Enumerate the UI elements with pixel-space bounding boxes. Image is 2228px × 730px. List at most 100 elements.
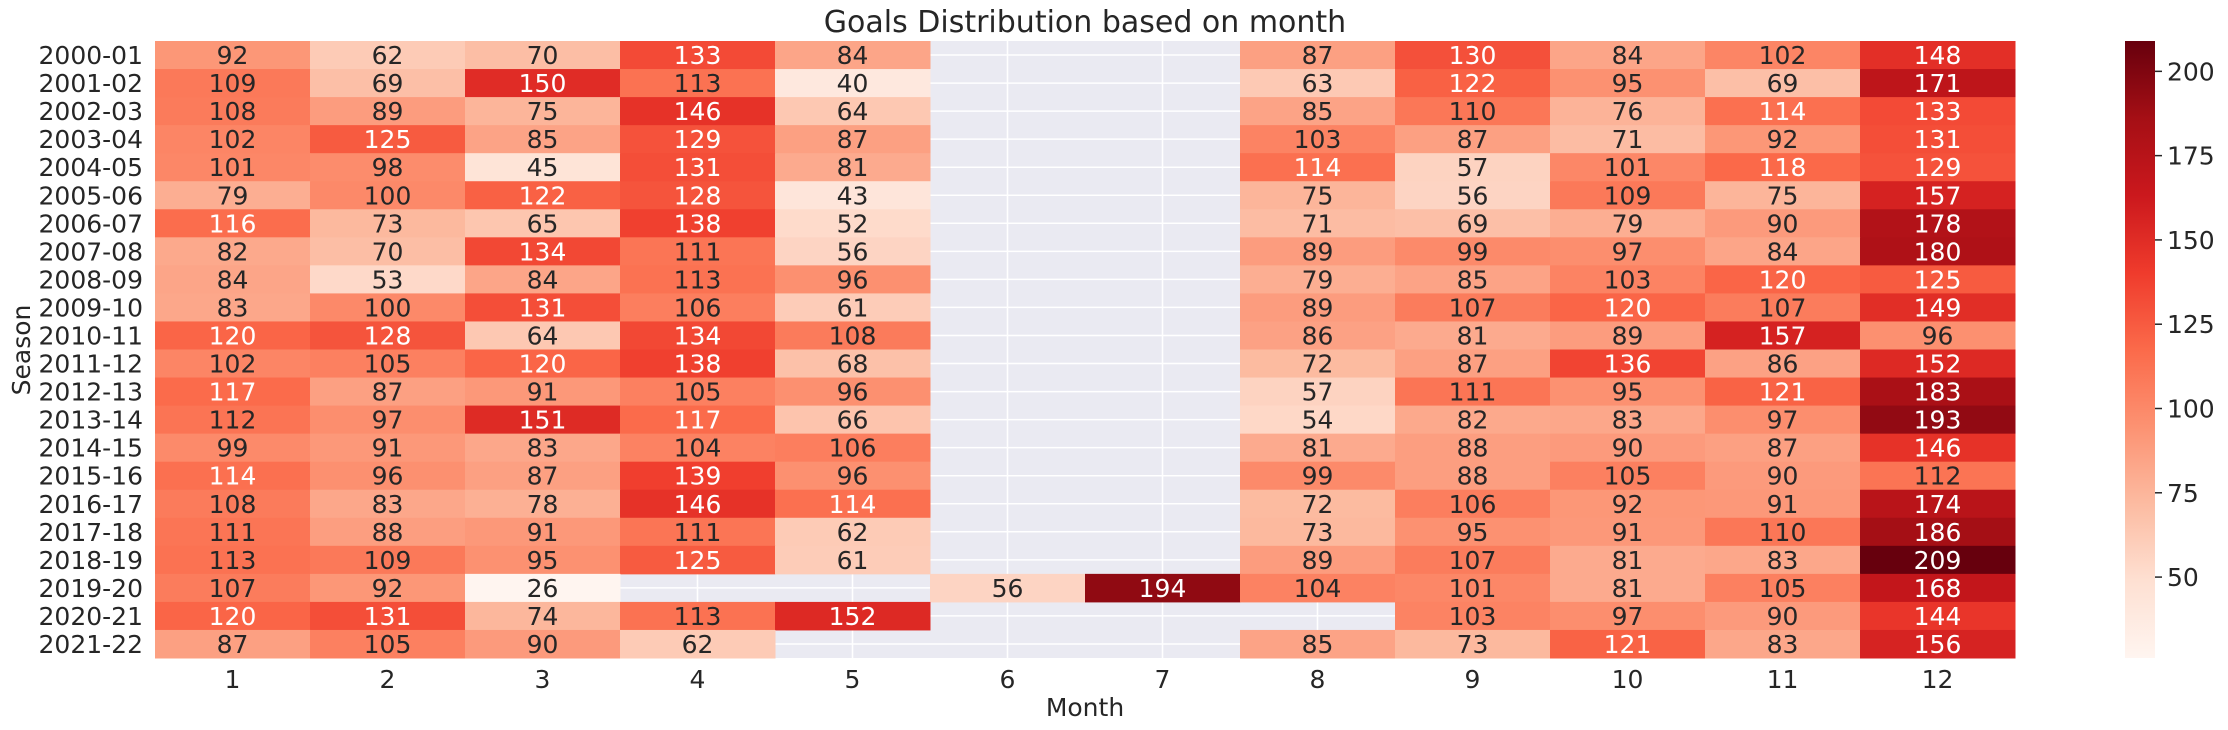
- cell-value-label: 57: [1302, 378, 1334, 407]
- cell-value-label: 103: [1449, 602, 1497, 631]
- cell-value-label: 92: [1767, 125, 1799, 154]
- cell-value-label: 72: [1302, 490, 1334, 519]
- cell-value-label: 85: [1302, 97, 1334, 126]
- colorbar-tick-label: 100: [2167, 395, 2215, 424]
- heatmap-cell: [1395, 573, 1551, 603]
- cell-value-label: 97: [1612, 602, 1644, 631]
- cell-value-label: 52: [837, 209, 869, 238]
- cell-value-label: 136: [1604, 350, 1652, 379]
- cell-value-label: 144: [1914, 602, 1962, 631]
- heatmap-cell: [620, 461, 776, 491]
- cell-value-label: 152: [829, 602, 877, 631]
- cell-value-label: 86: [1302, 321, 1334, 350]
- cell-value-label: 105: [364, 630, 412, 659]
- heatmap-cell: [1240, 629, 1396, 659]
- cell-value-label: 96: [1922, 321, 1954, 350]
- y-tick-label: 2005-06: [39, 181, 143, 210]
- heatmap-cell: [1550, 601, 1706, 631]
- heatmap-cell: [1550, 293, 1706, 322]
- cell-value-label: 152: [1914, 350, 1962, 379]
- heatmap-cell: [1705, 461, 1861, 491]
- cell-value-label: 82: [1457, 406, 1489, 435]
- heatmap-cell: [310, 97, 466, 126]
- heatmap-cell: [775, 125, 931, 154]
- cell-value-label: 84: [527, 265, 559, 294]
- heatmap-cell: [775, 601, 931, 631]
- heatmap-cell: [1550, 461, 1706, 491]
- cell-value-label: 88: [1457, 434, 1489, 463]
- cell-value-label: 107: [209, 574, 257, 603]
- heatmap-cell: [1395, 489, 1551, 519]
- cell-value-label: 85: [1457, 265, 1489, 294]
- cell-value-label: 98: [372, 153, 404, 182]
- heatmap-cell: [465, 405, 621, 435]
- cell-value-label: 157: [1914, 181, 1962, 210]
- cell-value-label: 64: [527, 321, 559, 350]
- heatmap-cell: [310, 237, 466, 266]
- cell-value-label: 149: [1914, 293, 1962, 322]
- cell-value-label: 75: [1767, 181, 1799, 210]
- heatmap-cell: [310, 573, 466, 603]
- cell-value-label: 133: [1914, 97, 1962, 126]
- cell-value-label: 107: [1759, 293, 1807, 322]
- cell-value-label: 129: [1914, 153, 1962, 182]
- heatmap-cell: [155, 349, 311, 379]
- heatmap-cell: [775, 41, 931, 70]
- heatmap-cell: [620, 433, 776, 463]
- heatmap-cell: [465, 601, 621, 631]
- cell-value-label: 157: [1759, 321, 1807, 350]
- cell-value-label: 83: [1767, 630, 1799, 659]
- cell-value-label: 103: [1604, 265, 1652, 294]
- cell-value-label: 76: [1612, 97, 1644, 126]
- cell-value-label: 106: [1449, 490, 1497, 519]
- heatmap-cell: [465, 153, 621, 182]
- heatmap-cell: [465, 237, 621, 266]
- x-tick-label: 7: [1155, 665, 1171, 694]
- y-tick-label: 2013-14: [39, 406, 143, 435]
- heatmap-cell: [465, 69, 621, 98]
- heatmap-cell: [1550, 321, 1706, 350]
- cell-value-label: 111: [674, 237, 722, 266]
- heatmap-cell: [1705, 293, 1861, 322]
- heatmap-cell: [1705, 545, 1861, 575]
- heatmap-cell: [1240, 489, 1396, 519]
- heatmap-cell: [1240, 461, 1396, 491]
- cell-value-label: 114: [1294, 153, 1342, 182]
- heatmap-cell: [155, 237, 311, 266]
- colorbar: [2125, 41, 2155, 658]
- heatmap-cell: [155, 629, 311, 659]
- cell-value-label: 193: [1914, 406, 1962, 435]
- cell-value-label: 113: [674, 265, 722, 294]
- cell-value-label: 54: [1302, 406, 1334, 435]
- cell-value-label: 63: [1302, 69, 1334, 98]
- heatmap-cell: [775, 489, 931, 519]
- cell-value-label: 61: [837, 546, 869, 575]
- y-tick-label: 2006-07: [39, 209, 143, 238]
- cell-value-label: 104: [1294, 574, 1342, 603]
- cell-value-label: 151: [519, 406, 567, 435]
- cell-value-label: 113: [209, 546, 257, 575]
- heatmap-cell: [1860, 125, 2016, 154]
- cell-value-label: 96: [372, 462, 404, 491]
- heatmap-cell: [775, 209, 931, 238]
- heatmap-cell: [620, 601, 776, 631]
- cell-value-label: 53: [372, 265, 404, 294]
- heatmap-cell: [155, 573, 311, 603]
- heatmap-cell: [620, 405, 776, 435]
- cell-value-label: 107: [1449, 293, 1497, 322]
- heatmap-cell: [1085, 573, 1241, 603]
- heatmap-cell: [620, 41, 776, 70]
- heatmap-cell: [1705, 97, 1861, 126]
- heatmap-cell: [1395, 153, 1551, 182]
- heatmap-cell: [1860, 69, 2016, 98]
- heatmap-cell: [310, 461, 466, 491]
- heatmap-cell: [620, 545, 776, 575]
- cell-value-label: 209: [1914, 546, 1962, 575]
- x-tick-label: 6: [1000, 665, 1016, 694]
- y-tick-label: 2014-15: [39, 434, 143, 463]
- y-tick-label: 2010-11: [39, 321, 143, 350]
- heatmap-cell: [465, 349, 621, 379]
- heatmap-cell: [310, 265, 466, 294]
- heatmap-cell: [775, 237, 931, 266]
- colorbar-ticks: 50 75 100 125 150 175 200: [2155, 57, 2215, 592]
